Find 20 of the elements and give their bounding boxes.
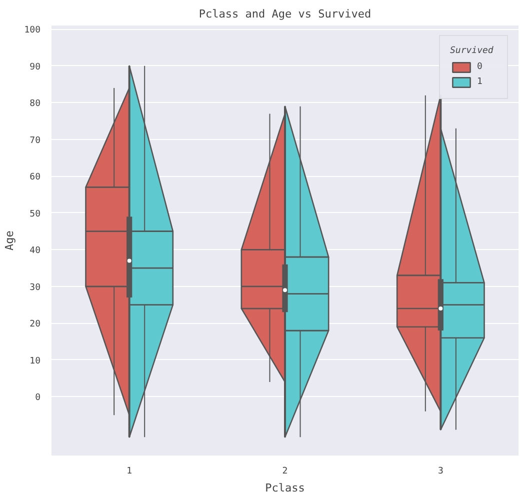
x-tick-label: 1 xyxy=(126,466,132,476)
chart-title: Pclass and Age vs Survived xyxy=(198,8,372,20)
y-tick-label: 80 xyxy=(30,99,41,110)
y-axis-title: Age xyxy=(3,230,16,250)
legend-title: Survived xyxy=(450,46,494,56)
x-tick-label: 2 xyxy=(282,466,288,476)
x-tick-label: 3 xyxy=(438,466,444,476)
y-tick-label: 40 xyxy=(30,246,41,256)
y-tick-label: 60 xyxy=(30,172,41,183)
legend-label: 1 xyxy=(477,77,484,87)
y-tick-label: 70 xyxy=(30,136,41,146)
y-tick-label: 100 xyxy=(24,26,41,36)
y-tick-label: 20 xyxy=(30,320,41,330)
y-tick-label: 0 xyxy=(35,393,41,404)
y-tick-label: 10 xyxy=(30,356,41,366)
x-axis-title: Pclass xyxy=(265,482,305,494)
y-tick-label: 90 xyxy=(30,62,41,72)
y-tick-label: 30 xyxy=(30,282,41,293)
y-tick-label: 50 xyxy=(30,209,41,220)
legend-label: 0 xyxy=(477,62,484,72)
